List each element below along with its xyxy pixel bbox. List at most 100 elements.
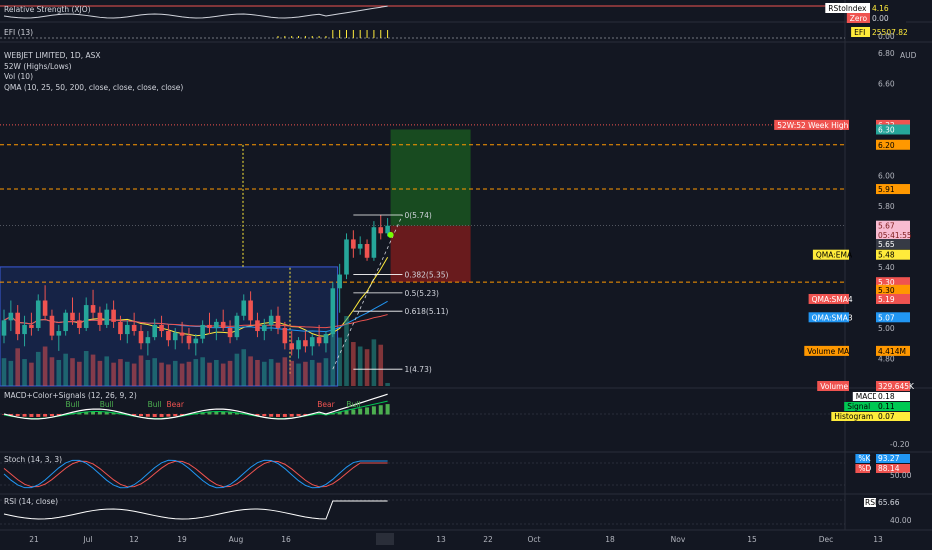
- indicator-tag-name: Zero: [850, 14, 868, 23]
- volume-bar: [131, 363, 137, 386]
- indicator-tag-value: 25507.82: [872, 28, 908, 37]
- signal-dot: [387, 231, 394, 238]
- price-tag-value-bg: [876, 229, 910, 240]
- price-tag-value-bg: [876, 284, 910, 295]
- price-tag-value-bg: [876, 381, 910, 391]
- price-tag-value: 5.65: [878, 240, 895, 249]
- macd-signal-label: Bear: [317, 400, 335, 409]
- candle-body: [323, 334, 329, 344]
- macd-histogram-bar: [8, 414, 13, 416]
- candle-body: [378, 227, 384, 234]
- price-tag-value: 5.67: [878, 222, 895, 231]
- time-axis-label: 15: [747, 535, 757, 544]
- candle-body: [268, 315, 274, 325]
- macd-histogram-bar: [145, 414, 150, 417]
- time-axis-label: Oct: [528, 535, 541, 544]
- macd-tag-name-bg: [852, 392, 876, 401]
- fib-trend-line: [332, 214, 403, 370]
- volume-bar: [378, 344, 384, 386]
- volume-bar: [371, 339, 377, 386]
- stoch-axis-label: 50.00: [890, 471, 912, 480]
- macd-tag-value: 0.11: [878, 402, 895, 411]
- volume-bar: [227, 360, 233, 386]
- price-tag-name-bg: [774, 119, 849, 130]
- candle-body: [330, 288, 336, 335]
- volume-bar: [63, 353, 68, 386]
- macd-histogram-bar: [385, 404, 390, 415]
- macd-histogram-bar: [49, 414, 54, 417]
- price-tick-label: 6.60: [878, 80, 895, 89]
- macd-histogram-bar: [159, 414, 164, 417]
- indicator-tag-value-bg: [870, 13, 906, 23]
- time-axis-label: 16: [281, 535, 291, 544]
- candle-body: [309, 337, 315, 347]
- price-tag-value-bg: [876, 184, 910, 195]
- candle-body: [289, 343, 294, 350]
- macd-histogram-bar: [221, 411, 226, 415]
- macd-signal-label: Bear: [167, 400, 185, 409]
- time-axis-label: Nov: [671, 535, 686, 544]
- time-axis-label: 22: [483, 535, 493, 544]
- stoch-pane-label[interactable]: Stoch (14, 3, 3): [4, 455, 63, 464]
- volume-bar: [344, 316, 349, 386]
- candle-body: [166, 331, 171, 341]
- stoch-tag-value-bg: [876, 464, 910, 473]
- volume-bar: [70, 358, 75, 386]
- macd-signal-label: Bull: [65, 400, 79, 409]
- macd-histogram-bar: [22, 414, 27, 417]
- study-qma-label[interactable]: QMA (10, 25, 50, 200, close, close, clos…: [4, 82, 184, 92]
- macd-line: [3, 393, 388, 420]
- candle-body: [371, 227, 377, 258]
- volume-bar: [90, 354, 96, 386]
- macd-tag-value-bg: [876, 402, 910, 411]
- volume-bar: [77, 361, 82, 386]
- price-tag-value-bg: [876, 277, 910, 288]
- candle-body: [49, 315, 55, 336]
- volume-bar: [220, 363, 226, 386]
- efi-pane-label[interactable]: EFI (13): [4, 28, 34, 37]
- macd-tag-value-bg: [876, 392, 910, 401]
- macd-tag-name: MACD: [856, 392, 879, 401]
- candle-body: [90, 305, 96, 313]
- volume-bar: [145, 359, 151, 386]
- symbol-title[interactable]: WEBJET LIMITED, 1D, ASX: [4, 51, 101, 60]
- candle-body: [42, 300, 48, 316]
- target-zone: [390, 129, 471, 226]
- macd-histogram-bar: [84, 411, 89, 415]
- price-tag-name: Volume: [820, 382, 848, 391]
- price-tag-name: Volume MA: [807, 347, 850, 356]
- candle-body: [200, 324, 205, 339]
- rsi-pane-label[interactable]: RSI (14, close): [4, 497, 59, 506]
- indicator-tag-value: 4.16: [872, 4, 889, 13]
- rsi-tag-value-bg: [876, 498, 910, 507]
- candle-body: [145, 337, 151, 344]
- volume-bar: [97, 360, 103, 386]
- macd-histogram-bar: [180, 414, 185, 416]
- volume-bar: [385, 383, 390, 386]
- rs-pane-label[interactable]: Relative Strength (XJO): [4, 5, 91, 14]
- macd-pane-label[interactable]: MACD+Color+Signals (12, 26, 9, 2): [4, 391, 137, 400]
- volume-bar: [29, 362, 34, 386]
- macd-histogram-bar: [56, 414, 61, 416]
- candle-body: [152, 324, 157, 338]
- macd-histogram-bar: [173, 414, 178, 417]
- time-axis-label: 19: [177, 535, 187, 544]
- candle-body: [131, 324, 137, 332]
- candle-body: [351, 239, 356, 249]
- candle-body: [220, 321, 226, 328]
- macd-histogram-bar: [282, 414, 287, 417]
- price-tag-name-bg: [804, 345, 849, 356]
- candle-body: [234, 315, 240, 338]
- candle-body: [255, 320, 260, 332]
- indicator-tag-name-bg: [825, 3, 870, 13]
- stop-zone: [390, 225, 471, 283]
- macd-signal-label: Bull: [346, 400, 360, 409]
- candle-body: [296, 340, 301, 350]
- candle-body: [15, 312, 20, 335]
- candle-body: [262, 324, 267, 332]
- volume-bar: [83, 351, 89, 386]
- study-52w-label[interactable]: 52W (Highs/Lows): [4, 61, 72, 71]
- stoch-tag-name: %D: [858, 464, 871, 473]
- study-volume-label[interactable]: Vol (10): [4, 72, 34, 81]
- macd-signal-label: Bull: [148, 400, 162, 409]
